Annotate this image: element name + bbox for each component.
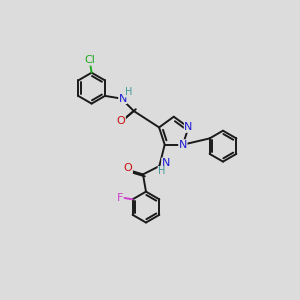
Text: F: F xyxy=(117,193,123,203)
Text: N: N xyxy=(118,94,127,103)
Text: N: N xyxy=(179,140,187,150)
Text: Cl: Cl xyxy=(85,55,96,65)
Text: H: H xyxy=(158,167,165,176)
Text: N: N xyxy=(162,158,170,168)
Text: N: N xyxy=(184,122,193,132)
Text: H: H xyxy=(125,87,132,97)
Text: O: O xyxy=(124,164,133,173)
Text: O: O xyxy=(117,116,125,126)
